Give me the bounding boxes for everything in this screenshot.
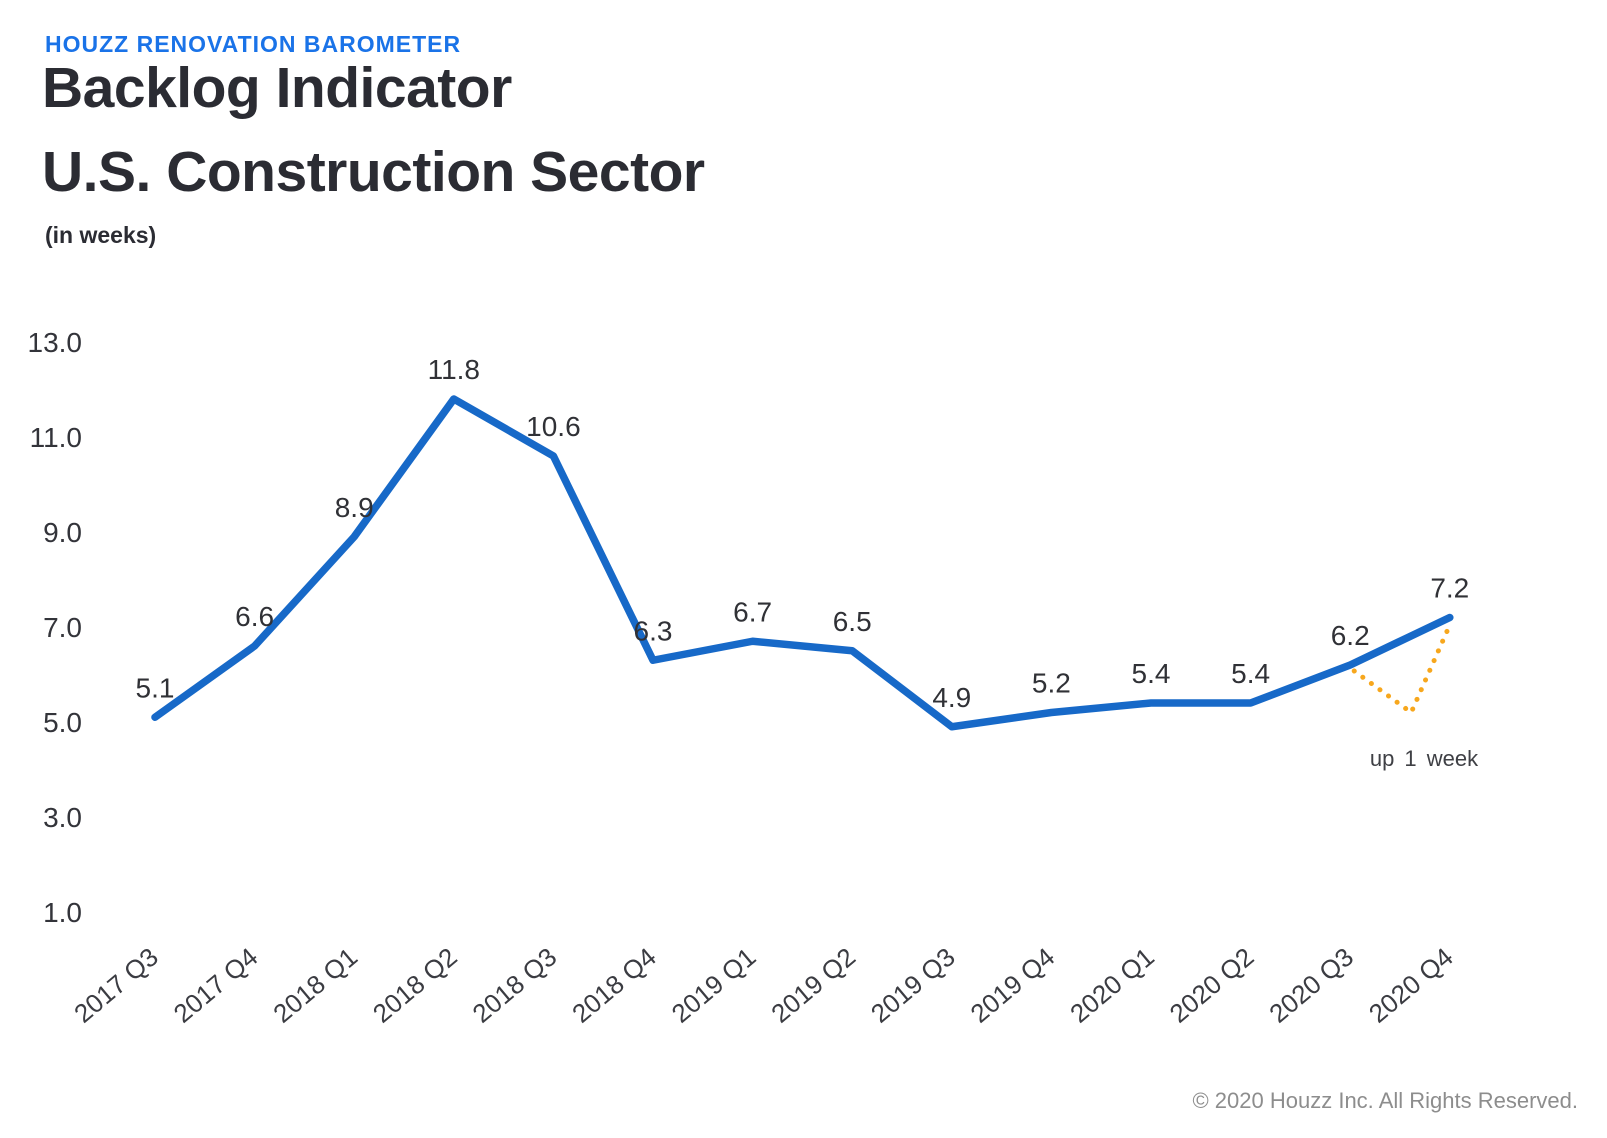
data-point-label: 4.9 xyxy=(932,682,971,713)
data-point-label: 5.4 xyxy=(1132,658,1171,689)
data-point-label: 6.2 xyxy=(1331,620,1370,651)
copyright-notice: © 2020 Houzz Inc. All Rights Reserved. xyxy=(1192,1088,1578,1113)
x-axis-tick-label: 2017 Q4 xyxy=(168,942,264,1029)
chart-title: Backlog Indicator U.S. Construction Sect… xyxy=(42,46,705,214)
data-point-label: 7.2 xyxy=(1430,573,1469,604)
x-axis-tick-label: 2020 Q1 xyxy=(1064,942,1160,1029)
data-point-label: 11.8 xyxy=(428,354,480,385)
annotation-dotted-line xyxy=(1351,627,1451,715)
x-axis-tick-label: 2018 Q3 xyxy=(467,942,563,1029)
data-point-label: 10.6 xyxy=(526,411,581,442)
data-point-label: 6.3 xyxy=(634,615,673,646)
y-axis-tick-label: 13.0 xyxy=(28,327,83,358)
data-point-label: 8.9 xyxy=(335,492,374,523)
x-axis-tick-label: 2019 Q1 xyxy=(666,942,762,1029)
x-axis-tick-label: 2018 Q4 xyxy=(566,942,662,1029)
x-axis-tick-label: 2020 Q4 xyxy=(1363,942,1459,1029)
data-point-label: 6.7 xyxy=(733,596,772,627)
y-axis-tick-label: 1.0 xyxy=(43,897,82,928)
data-point-label: 5.2 xyxy=(1032,668,1071,699)
x-axis-tick-label: 2020 Q3 xyxy=(1263,942,1359,1029)
backlog-trend-line xyxy=(151,395,1454,731)
chart-title-line2: U.S. Construction Sector xyxy=(42,140,705,204)
y-axis-tick-label: 7.0 xyxy=(43,612,82,643)
x-axis-tick-label: 2019 Q4 xyxy=(965,942,1061,1029)
chart-title-line1: Backlog Indicator xyxy=(42,56,512,120)
data-point-label: 6.5 xyxy=(833,606,872,637)
units-label: (in weeks) xyxy=(45,222,157,248)
y-axis-tick-label: 9.0 xyxy=(43,517,82,548)
data-point-label: 5.1 xyxy=(136,672,175,703)
y-axis-tick-label: 5.0 xyxy=(43,707,82,738)
y-axis-tick-label: 11.0 xyxy=(30,422,82,453)
x-axis-tick-label: 2019 Q2 xyxy=(765,942,861,1029)
x-axis-tick-label: 2018 Q2 xyxy=(367,942,463,1029)
x-axis-tick-label: 2019 Q3 xyxy=(865,942,961,1029)
annotation-label: up 1 week xyxy=(1370,746,1479,771)
y-axis-tick-label: 3.0 xyxy=(43,802,82,833)
data-point-label: 5.4 xyxy=(1231,658,1270,689)
report-kicker: HOUZZ RENOVATION BAROMETER xyxy=(45,31,462,57)
x-axis-tick-label: 2020 Q2 xyxy=(1164,942,1260,1029)
x-axis-tick-label: 2017 Q3 xyxy=(68,942,164,1029)
x-axis-tick-label: 2018 Q1 xyxy=(267,942,363,1029)
data-point-label: 6.6 xyxy=(235,601,274,632)
